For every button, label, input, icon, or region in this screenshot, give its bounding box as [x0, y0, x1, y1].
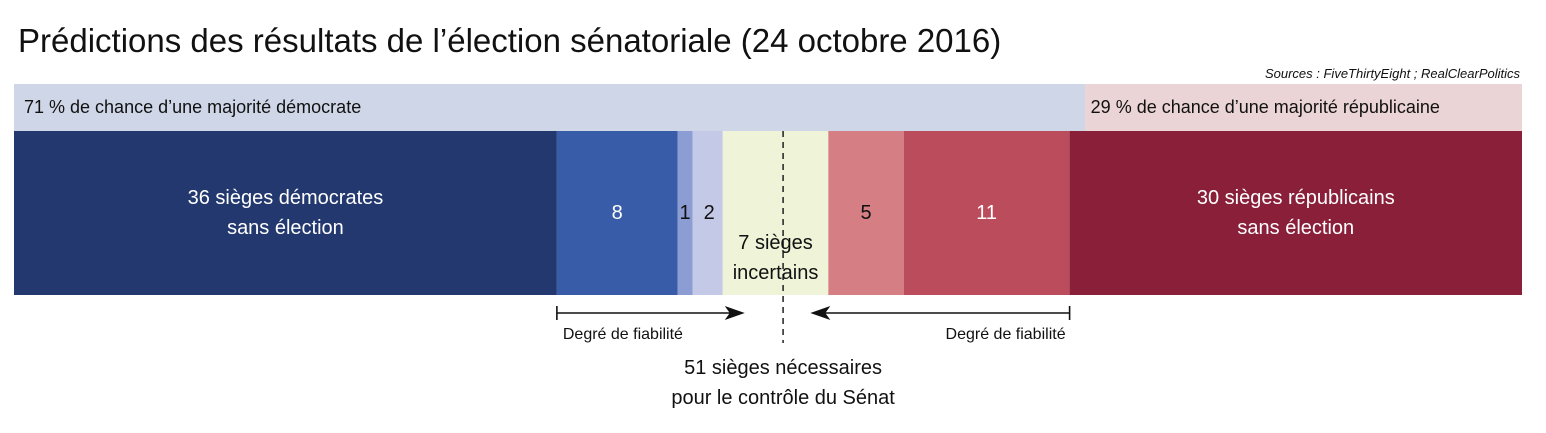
- threshold-label-1: 51 sièges nécessaires: [684, 357, 882, 379]
- dem-majority-probability-band: 71 % de chance d’une majorité démocrate: [14, 84, 1085, 131]
- threshold-label-2: pour le contrôle du Sénat: [671, 387, 895, 409]
- segment-label-dem-likely: 8: [612, 202, 623, 224]
- reliability-arrow-right-head: [810, 306, 831, 320]
- chart-title: Prédictions des résultats de l’élection …: [18, 22, 1002, 59]
- segment-label-dem-lean: 1: [679, 202, 690, 224]
- segment-dem-likely: [556, 131, 678, 295]
- rep-majority-probability-label: 29 % de chance d’une majorité républicai…: [1090, 97, 1440, 117]
- segment-dem-lean: [677, 131, 693, 295]
- segment-label-dem-safe-2: sans élection: [227, 217, 344, 239]
- segment-label-rep-likely: 11: [976, 202, 997, 224]
- reliability-arrows: Degré de fiabilité Degré de fiabilité: [556, 306, 1071, 343]
- segment-label-dem-safe-1: 36 sièges démocrates: [188, 187, 384, 209]
- reliability-label-right: Degré de fiabilité: [946, 326, 1066, 343]
- rep-majority-probability-band: 29 % de chance d’une majorité républicai…: [1084, 84, 1522, 131]
- sources-note: Sources : FiveThirtyEight ; RealClearPol…: [1264, 66, 1520, 81]
- segment-uncertain: [722, 131, 829, 295]
- segment-rep-lean: [828, 131, 904, 295]
- threshold-marker: 51 sièges nécessaires pour le contrôle du…: [671, 131, 895, 409]
- segment-label-uncertain-2: incertains: [733, 262, 819, 284]
- segment-label-uncertain-1: 7 sièges: [738, 232, 813, 254]
- segment-rep-likely: [903, 131, 1070, 295]
- segment-dem-safe: [14, 131, 557, 295]
- dem-majority-probability-label: 71 % de chance d’une majorité démocrate: [24, 97, 362, 117]
- seat-segments: 36 sièges démocrates sans élection 8 1 2 7 si…: [14, 131, 1522, 295]
- reliability-arrow-left-head: [724, 306, 745, 320]
- segment-rep-safe: [1069, 131, 1522, 295]
- segment-label-rep-safe-1: 30 sièges républicains: [1197, 187, 1395, 209]
- segment-dem-tilt: [692, 131, 723, 295]
- segment-label-rep-lean: 5: [860, 202, 871, 224]
- reliability-label-left: Degré de fiabilité: [563, 326, 683, 343]
- segment-label-dem-tilt: 2: [704, 202, 715, 224]
- segment-label-rep-safe-2: sans élection: [1237, 217, 1354, 239]
